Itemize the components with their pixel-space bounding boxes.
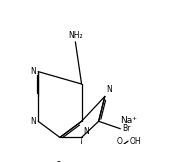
Text: N: N xyxy=(30,67,35,76)
Text: N: N xyxy=(83,127,89,136)
Text: Br: Br xyxy=(122,124,131,133)
Text: N: N xyxy=(30,117,35,126)
Text: OH: OH xyxy=(130,137,142,146)
Text: N: N xyxy=(106,85,112,94)
Polygon shape xyxy=(81,137,82,159)
Polygon shape xyxy=(100,149,116,154)
Text: Na⁺: Na⁺ xyxy=(120,116,137,125)
Text: NH₂: NH₂ xyxy=(68,31,83,40)
Text: O: O xyxy=(117,137,123,146)
